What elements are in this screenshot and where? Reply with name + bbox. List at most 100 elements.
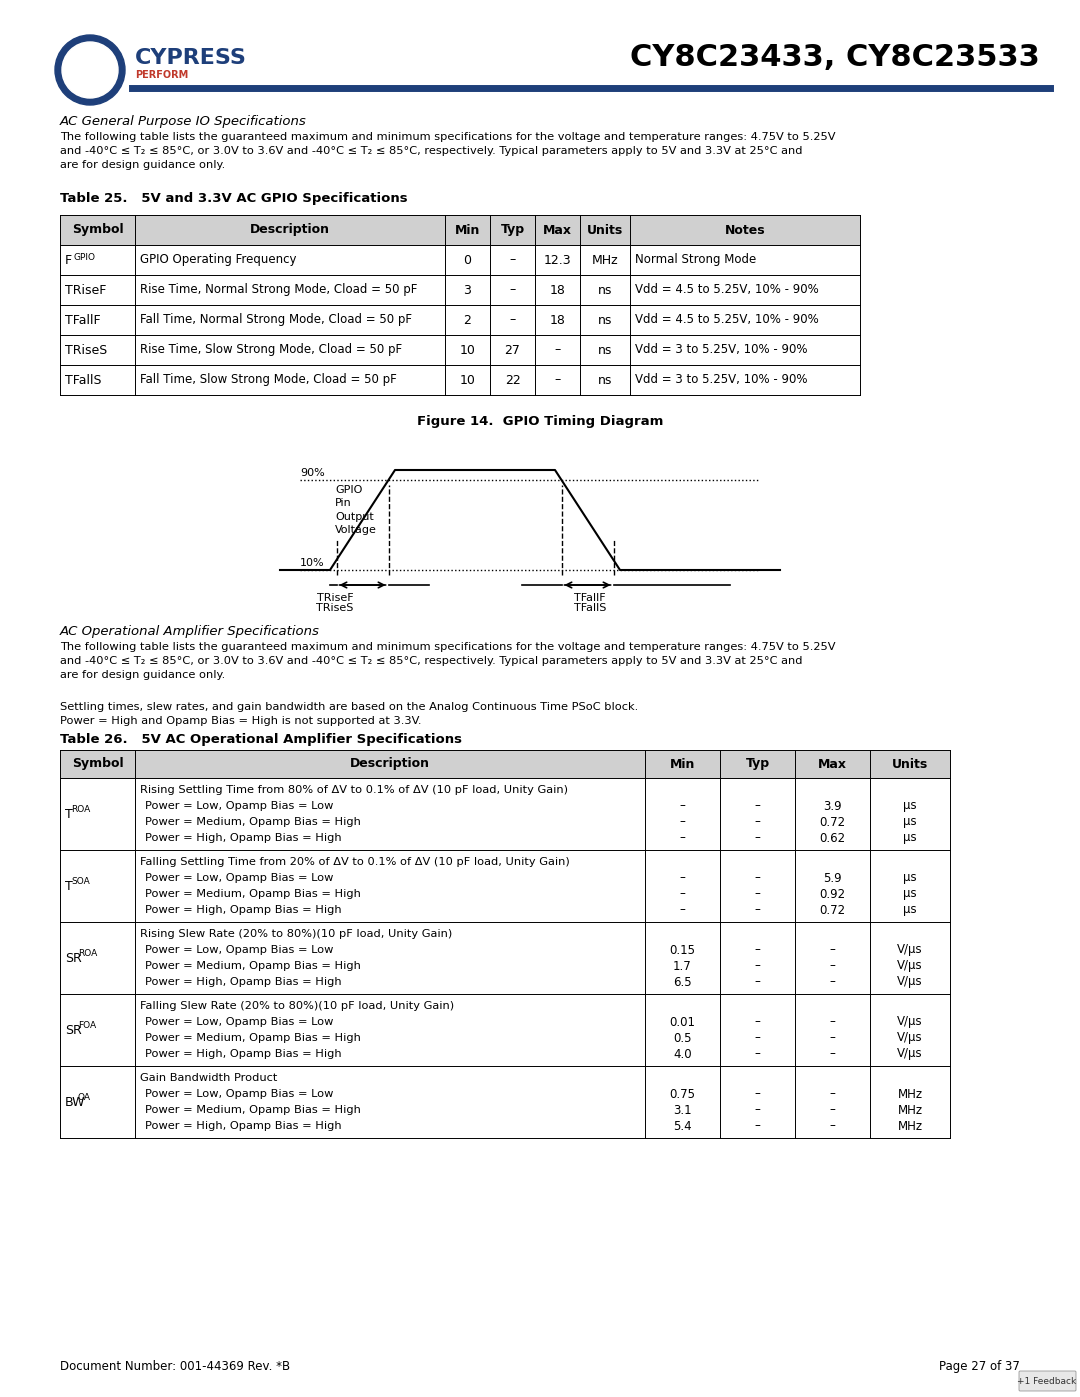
Text: Power = High, Opamp Bias = High: Power = High, Opamp Bias = High (145, 1120, 341, 1132)
Bar (60, 305, 860, 335)
Text: Typ: Typ (745, 757, 770, 771)
Text: ns: ns (598, 313, 612, 327)
Text: Vdd = 3 to 5.25V, 10% - 90%: Vdd = 3 to 5.25V, 10% - 90% (635, 344, 808, 356)
Text: –: – (755, 816, 760, 828)
Text: 12.3: 12.3 (543, 253, 571, 267)
Text: 18: 18 (550, 284, 566, 296)
Text: 0.75: 0.75 (670, 1087, 696, 1101)
Text: MHz: MHz (897, 1104, 922, 1116)
Text: Power = High, Opamp Bias = High: Power = High, Opamp Bias = High (145, 833, 341, 842)
Text: Document Number: 001-44369 Rev. *B: Document Number: 001-44369 Rev. *B (60, 1361, 291, 1373)
Bar (60, 335, 860, 365)
Text: 0.15: 0.15 (670, 943, 696, 957)
Bar (60, 244, 860, 275)
Text: Power = High and Opamp Bias = High is not supported at 3.3V.: Power = High and Opamp Bias = High is no… (60, 717, 421, 726)
Text: TRiseS: TRiseS (65, 344, 107, 356)
Text: Vdd = 3 to 5.25V, 10% - 90%: Vdd = 3 to 5.25V, 10% - 90% (635, 373, 808, 387)
Text: TFallF: TFallF (575, 592, 606, 604)
Text: F: F (65, 253, 72, 267)
Text: 22: 22 (504, 373, 521, 387)
Text: GPIO
Pin
Output
Voltage: GPIO Pin Output Voltage (335, 485, 377, 535)
Text: Power = Medium, Opamp Bias = High: Power = Medium, Opamp Bias = High (145, 1032, 361, 1044)
Text: TRiseF: TRiseF (65, 284, 106, 296)
Bar (60, 849, 950, 922)
Text: The following table lists the guaranteed maximum and minimum specifications for : The following table lists the guaranteed… (60, 643, 836, 680)
Text: TRiseS: TRiseS (316, 604, 353, 613)
Text: Vdd = 4.5 to 5.25V, 10% - 90%: Vdd = 4.5 to 5.25V, 10% - 90% (635, 284, 819, 296)
Text: Description: Description (350, 757, 430, 771)
Text: –: – (510, 284, 515, 296)
Text: –: – (829, 975, 836, 989)
Text: OA: OA (78, 1094, 91, 1102)
Text: MHz: MHz (897, 1119, 922, 1133)
Text: –: – (679, 816, 686, 828)
Text: –: – (755, 904, 760, 916)
Text: µs: µs (903, 831, 917, 845)
Text: AC General Purpose IO Specifications: AC General Purpose IO Specifications (60, 115, 307, 129)
Text: Power = Medium, Opamp Bias = High: Power = Medium, Opamp Bias = High (145, 961, 361, 971)
Text: ROA: ROA (78, 950, 97, 958)
Text: TRiseF: TRiseF (316, 592, 353, 604)
Text: –: – (755, 887, 760, 901)
Text: –: – (755, 1087, 760, 1101)
Text: Power = Low, Opamp Bias = Low: Power = Low, Opamp Bias = Low (145, 873, 334, 883)
Text: SR: SR (65, 1024, 82, 1037)
Text: ns: ns (598, 344, 612, 356)
Text: Max: Max (818, 757, 847, 771)
Text: 18: 18 (550, 313, 566, 327)
Text: 2: 2 (463, 313, 472, 327)
Text: GPIO: GPIO (75, 253, 96, 261)
Text: Vdd = 4.5 to 5.25V, 10% - 90%: Vdd = 4.5 to 5.25V, 10% - 90% (635, 313, 819, 327)
Text: Notes: Notes (725, 224, 766, 236)
Bar (60, 215, 860, 244)
Text: 6.5: 6.5 (673, 975, 692, 989)
Text: MHz: MHz (592, 253, 619, 267)
Text: –: – (829, 960, 836, 972)
Text: Falling Slew Rate (20% to 80%)(10 pF load, Unity Gain): Falling Slew Rate (20% to 80%)(10 pF loa… (140, 1002, 454, 1011)
Text: 10: 10 (460, 373, 475, 387)
Text: –: – (679, 799, 686, 813)
Text: Typ: Typ (500, 224, 525, 236)
Text: 5.9: 5.9 (823, 872, 841, 884)
Text: –: – (829, 1087, 836, 1101)
Text: T: T (65, 880, 72, 893)
Text: Power = Medium, Opamp Bias = High: Power = Medium, Opamp Bias = High (145, 1105, 361, 1115)
Bar (60, 778, 950, 849)
Text: Power = High, Opamp Bias = High: Power = High, Opamp Bias = High (145, 1049, 341, 1059)
Text: 27: 27 (504, 344, 521, 356)
Text: 5.4: 5.4 (673, 1119, 692, 1133)
Text: V/µs: V/µs (897, 1016, 922, 1028)
Text: Power = High, Opamp Bias = High: Power = High, Opamp Bias = High (145, 977, 341, 988)
Text: Description: Description (249, 224, 330, 236)
Text: –: – (755, 1104, 760, 1116)
Text: –: – (755, 1031, 760, 1045)
Text: ROA: ROA (71, 806, 91, 814)
Text: –: – (554, 373, 561, 387)
Text: Power = Medium, Opamp Bias = High: Power = Medium, Opamp Bias = High (145, 817, 361, 827)
Bar (60, 995, 950, 1066)
Text: 10%: 10% (300, 557, 325, 569)
Text: –: – (554, 344, 561, 356)
Text: Rise Time, Slow Strong Mode, Cload = 50 pF: Rise Time, Slow Strong Mode, Cload = 50 … (140, 344, 402, 356)
Text: V/µs: V/µs (897, 1031, 922, 1045)
Text: Units: Units (892, 757, 928, 771)
Text: V/µs: V/µs (897, 960, 922, 972)
Text: 1.7: 1.7 (673, 960, 692, 972)
Text: 0.92: 0.92 (820, 887, 846, 901)
Bar (60, 750, 950, 778)
Text: V/µs: V/µs (897, 975, 922, 989)
Bar (60, 365, 860, 395)
Text: V/µs: V/µs (897, 1048, 922, 1060)
Text: Gain Bandwidth Product: Gain Bandwidth Product (140, 1073, 278, 1083)
Text: –: – (829, 1048, 836, 1060)
Text: –: – (755, 1119, 760, 1133)
Text: Table 26.   5V AC Operational Amplifier Specifications: Table 26. 5V AC Operational Amplifier Sp… (60, 733, 462, 746)
Text: Normal Strong Mode: Normal Strong Mode (635, 253, 756, 267)
Text: –: – (755, 1048, 760, 1060)
Text: +1 Feedback: +1 Feedback (1017, 1376, 1077, 1386)
Text: –: – (510, 313, 515, 327)
Text: –: – (829, 1016, 836, 1028)
Text: –: – (755, 799, 760, 813)
Text: –: – (755, 975, 760, 989)
Text: Max: Max (543, 224, 572, 236)
